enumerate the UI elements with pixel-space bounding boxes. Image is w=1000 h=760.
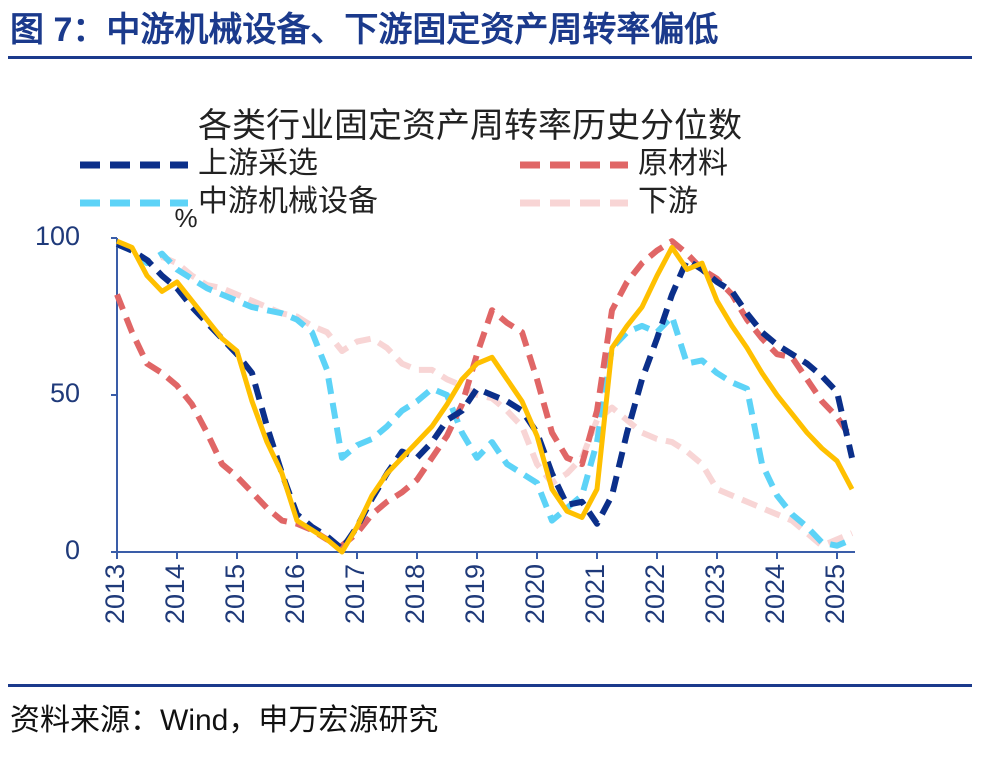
x-tick-label: 2015 — [220, 564, 250, 624]
footer-rule — [8, 684, 972, 687]
y-tick-label: 0 — [65, 535, 80, 565]
x-tick-label: 2021 — [580, 564, 610, 624]
x-tick-label: 2017 — [340, 564, 370, 624]
x-tick-label: 2020 — [520, 564, 550, 624]
series-line — [115, 241, 854, 549]
x-tick-label: 2014 — [160, 564, 190, 624]
figure-title: 图 7：中游机械设备、下游固定资产周转率偏低 — [10, 11, 718, 49]
header-rule — [8, 56, 972, 59]
x-tick-label: 2013 — [100, 564, 130, 624]
y-tick-label: 50 — [50, 378, 80, 408]
x-tick-label: 2019 — [460, 564, 490, 624]
y-axis-label: % — [174, 203, 197, 233]
legend-label: 下游 — [638, 185, 698, 218]
legend-label: 上游采选 — [198, 147, 318, 180]
x-tick-label: 2024 — [760, 564, 790, 624]
x-tick-label: 2022 — [640, 564, 670, 624]
source-note: 资料来源：Wind，申万宏源研究 — [10, 704, 438, 737]
series-line — [115, 241, 855, 552]
legend-label: 原材料 — [638, 147, 728, 180]
y-tick-label: 100 — [35, 221, 80, 251]
x-tick-label: 2018 — [400, 564, 430, 624]
x-tick-label: 2016 — [280, 564, 310, 624]
series-line — [116, 238, 855, 555]
plot-area: 0 50 100 2013 2014 2015 2016 2017 2018 2019 2020 20… — [35, 147, 855, 624]
chart-title: 各类行业固定资产周转率历史分位数 — [198, 107, 742, 145]
legend-label: 中游机械设备 — [198, 185, 378, 218]
x-tick-label: 2023 — [700, 564, 730, 624]
series-line — [114, 238, 855, 549]
x-tick-label: 2025 — [820, 564, 850, 624]
